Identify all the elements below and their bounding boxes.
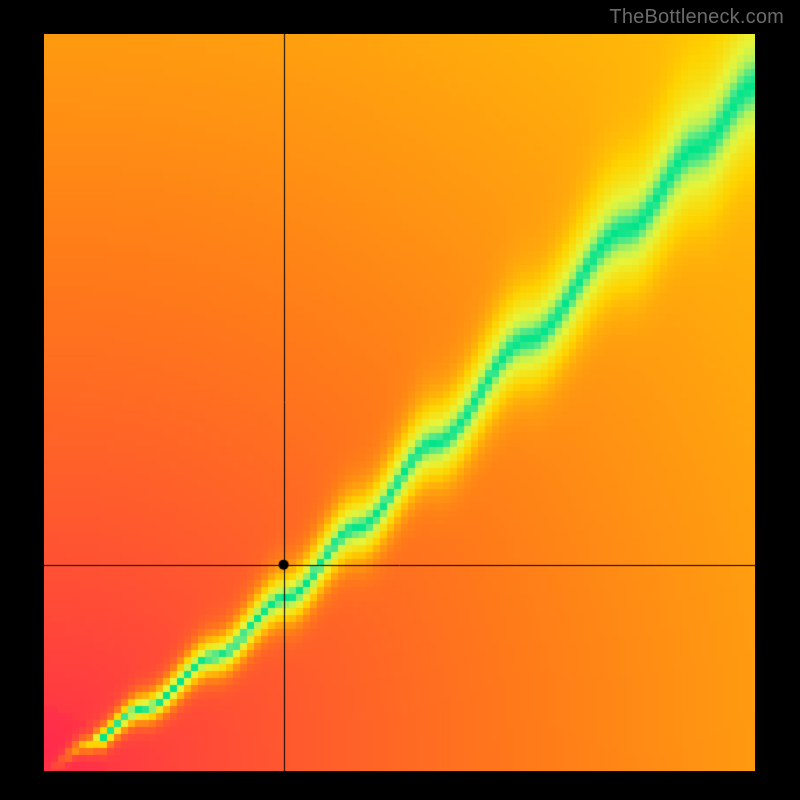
heatmap-canvas (44, 34, 755, 771)
plot-area (44, 34, 755, 771)
plot-frame (0, 0, 800, 800)
watermark-text: TheBottleneck.com (609, 6, 784, 29)
chart-container: TheBottleneck.com (0, 0, 800, 800)
